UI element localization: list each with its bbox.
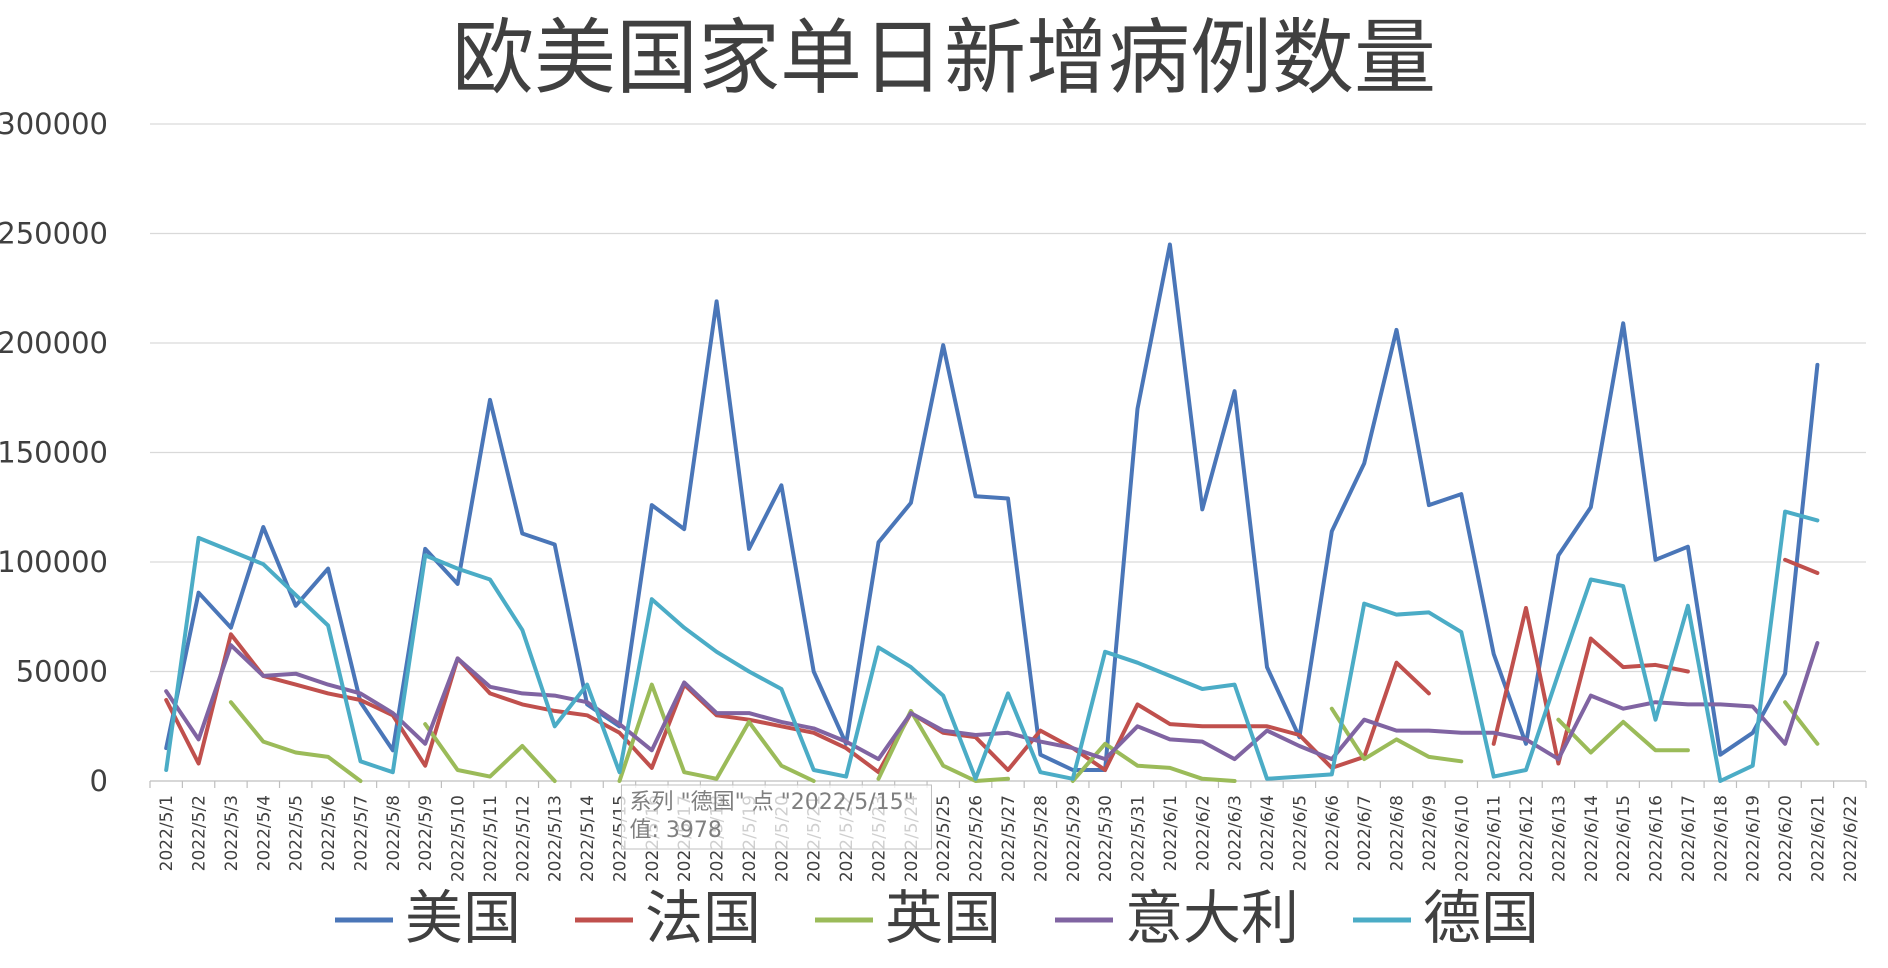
x-tick-label: 2022/6/9: [1420, 795, 1440, 871]
x-tick-label: 2022/5/31: [1129, 795, 1149, 882]
x-tick-label: 2022/5/6: [319, 795, 339, 871]
legend-item-1[interactable]: 法国: [575, 884, 761, 952]
legend-item-0[interactable]: 美国: [335, 884, 521, 952]
x-tick-label: 2022/5/8: [384, 795, 404, 871]
x-tick-label: 2022/6/20: [1776, 795, 1796, 882]
y-tick-label: 150000: [0, 436, 108, 470]
x-tick-label: 2022/6/16: [1647, 795, 1667, 882]
legend-item-3[interactable]: 意大利: [1055, 884, 1299, 952]
x-tick-label: 2022/6/4: [1258, 795, 1278, 871]
legend-item-2[interactable]: 英国: [815, 884, 1001, 952]
legend[interactable]: 美国 法国 英国 意大利 德国: [335, 884, 1539, 952]
x-tick-label: 2022/5/26: [967, 795, 987, 882]
x-tick-label: 2022/6/10: [1452, 795, 1472, 882]
x-tick-label: 2022/6/11: [1485, 795, 1505, 882]
x-tick-label: 2022/6/2: [1193, 795, 1213, 871]
data-tooltip: 系列 "德国" 点 "2022/5/15" 值: 3978: [620, 784, 932, 850]
x-tick-label: 2022/6/5: [1290, 795, 1310, 871]
x-tick-label: 2022/6/8: [1388, 795, 1408, 871]
x-tick-label: 2022/5/27: [999, 795, 1019, 882]
x-tick-label: 2022/5/28: [1031, 795, 1051, 882]
x-tick-label: 2022/5/7: [351, 795, 371, 871]
x-tick-label: 2022/5/11: [481, 795, 501, 882]
x-tick-label: 2022/6/15: [1614, 795, 1634, 882]
x-tick-label: 2022/5/3: [222, 795, 242, 871]
x-tick-label: 2022/6/12: [1517, 795, 1537, 882]
x-tick-label: 2022/5/29: [1064, 795, 1084, 882]
x-tick-label: 2022/5/30: [1096, 795, 1116, 882]
x-tick-label: 2022/5/1: [157, 795, 177, 871]
x-tick-label: 2022/6/1: [1161, 795, 1181, 871]
x-tick-label: 2022/6/17: [1679, 795, 1699, 882]
x-tick-label: 2022/5/14: [578, 795, 598, 882]
x-tick-label: 2022/6/18: [1711, 795, 1731, 882]
x-tick-label: 2022/5/2: [190, 795, 210, 871]
x-tick-label: 2022/6/14: [1582, 795, 1602, 882]
series-line-0[interactable]: [164, 242, 1820, 772]
y-tick-label: 100000: [0, 545, 108, 579]
y-axis-ticks: 0 50000 100000 150000 200000 250000 300000: [0, 107, 108, 798]
tooltip-box: [620, 784, 932, 850]
x-tick-label: 2022/5/4: [254, 795, 274, 871]
legend-label: 意大利: [1125, 884, 1299, 952]
x-tick-label: 2022/5/10: [449, 795, 469, 882]
series-line-4[interactable]: [164, 509, 1820, 783]
legend-label: 德国: [1423, 884, 1539, 952]
legend-item-4[interactable]: 德国: [1353, 884, 1539, 952]
tooltip-line: 值: 3978: [629, 818, 721, 843]
x-tick-label: 2022/5/5: [287, 795, 307, 871]
legend-label: 英国: [885, 884, 1001, 952]
x-tick-label: 2022/6/19: [1744, 795, 1764, 882]
y-tick-label: 250000: [0, 217, 108, 251]
series-line-2[interactable]: [228, 682, 1820, 783]
x-tick-label: 2022/6/22: [1841, 795, 1861, 882]
legend-label: 美国: [405, 884, 521, 952]
y-tick-label: 0: [90, 764, 108, 798]
x-tick-label: 2022/5/25: [934, 795, 954, 882]
x-tick-label: 2022/5/9: [416, 795, 436, 871]
y-tick-label: 50000: [16, 655, 108, 689]
x-tick-label: 2022/6/13: [1549, 795, 1569, 882]
chart-title: 欧美国家单日新增病例数量: [452, 11, 1436, 106]
series-lines[interactable]: [164, 242, 1820, 783]
x-axis-ticks: 2022/5/1 2022/5/2 2022/5/3 2022/5/4 2022/5/5…: [149, 781, 1867, 882]
x-tick-label: 2022/6/6: [1323, 795, 1343, 871]
y-tick-label: 300000: [0, 107, 108, 141]
x-tick-label: 2022/5/12: [513, 795, 533, 882]
x-tick-label: 2022/6/7: [1355, 795, 1375, 871]
y-tick-label: 200000: [0, 326, 108, 360]
x-tick-label: 2022/6/3: [1226, 795, 1246, 871]
x-tick-label: 2022/6/21: [1808, 795, 1828, 882]
x-tick-label: 2022/5/13: [546, 795, 566, 882]
tooltip-line: 系列 "德国" 点 "2022/5/15": [629, 790, 913, 815]
legend-label: 法国: [645, 884, 761, 952]
